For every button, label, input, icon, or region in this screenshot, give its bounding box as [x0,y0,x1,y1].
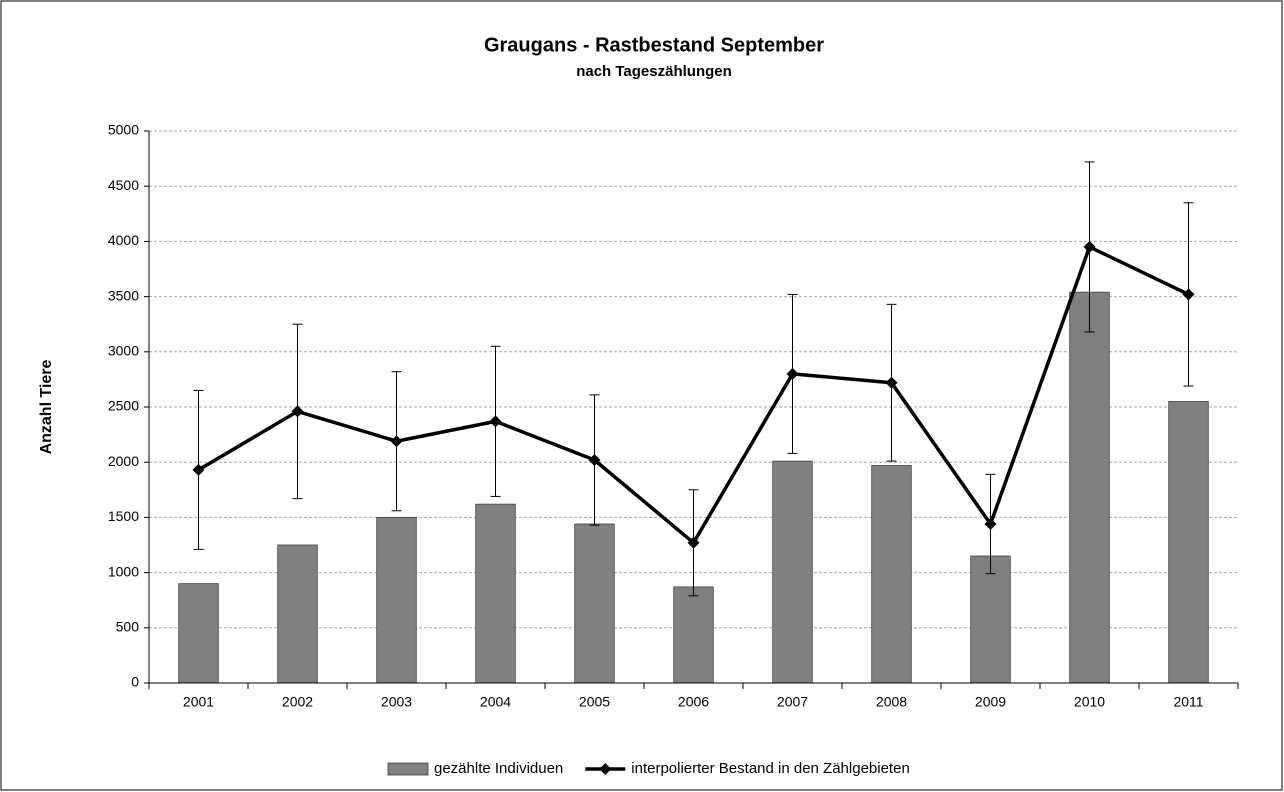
line-marker [885,376,898,389]
x-tick-label: 2010 [1074,694,1105,710]
line-marker [192,463,205,476]
y-tick-label: 3500 [108,287,139,303]
line-marker [786,367,799,380]
legend-marker [599,763,612,775]
bar [772,460,813,684]
x-tick-label: 2006 [678,694,709,710]
x-tick-label: 2003 [381,694,412,710]
chart-title: Graugans - Rastbestand September [484,34,824,56]
bar [871,465,912,684]
x-tick-label: 2008 [876,694,907,710]
legend-label: interpolierter Bestand in den Zählgebiet… [631,760,910,777]
bar [574,523,615,684]
x-tick-label: 2005 [579,694,610,710]
x-tick-label: 2011 [1173,694,1203,710]
x-tick-label: 2009 [975,694,1006,710]
y-tick-label: 2000 [108,453,139,469]
y-tick-label: 4000 [108,232,139,248]
x-tick-label: 2007 [777,694,808,710]
y-tick-label: 2500 [108,398,139,414]
y-axis-label: Anzahl Tiere [38,359,55,454]
bar [1069,291,1110,684]
y-tick-label: 5000 [108,122,139,138]
bar [178,583,219,684]
line-marker [1083,240,1096,253]
line-marker [687,536,700,549]
y-tick-label: 4500 [108,177,139,193]
bar [970,555,1011,684]
bar [475,503,516,684]
legend-label: gezählte Individuen [434,760,563,777]
line-marker [588,453,601,466]
y-tick-label: 1500 [108,508,139,524]
line-marker [984,518,997,531]
line-marker [1182,288,1195,301]
y-tick-label: 0 [131,674,139,690]
bar [673,586,714,684]
legend-swatch [387,762,429,776]
y-tick-label: 3000 [108,343,139,359]
y-tick-label: 1000 [108,563,139,579]
bar [376,517,417,684]
bar [1168,401,1209,684]
chart-subtitle: nach Tageszählungen [576,63,732,80]
line-marker [489,415,502,428]
x-tick-label: 2004 [480,694,511,710]
line-marker [390,435,403,448]
x-tick-label: 2002 [282,694,313,710]
bar [277,544,318,684]
y-tick-label: 500 [116,619,140,635]
x-tick-label: 2001 [183,694,214,710]
line-marker [291,405,304,418]
